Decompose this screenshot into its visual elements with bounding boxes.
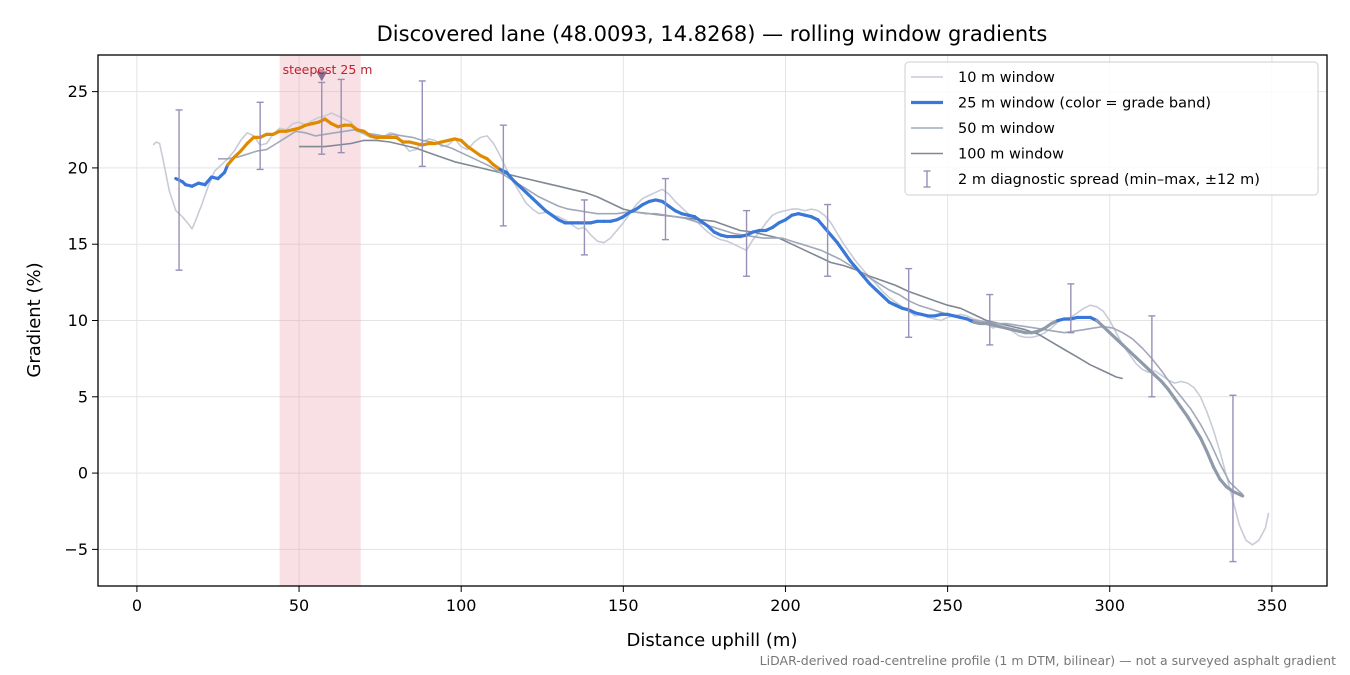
series-25m-segment xyxy=(504,170,515,182)
series-25m-segment xyxy=(1205,450,1216,469)
series-25m-segment xyxy=(848,259,859,271)
y-tick-label: 5 xyxy=(78,387,88,406)
steepest-marker xyxy=(316,71,328,82)
y-tick-label: 10 xyxy=(68,311,88,330)
series-25m-segment xyxy=(1185,415,1196,429)
series-25m-segment xyxy=(1218,477,1229,489)
steepest-label: steepest 25 m xyxy=(283,62,373,77)
series-25m-segment xyxy=(1166,387,1177,400)
legend-item-50m-label: 50 m window xyxy=(958,121,1055,137)
x-tick-label: 100 xyxy=(446,596,477,615)
series-25m-segment xyxy=(855,267,865,278)
y-tick-label: 0 xyxy=(78,464,88,483)
series-25m-segment xyxy=(835,241,846,254)
legend-item-100m-label: 100 m window xyxy=(958,147,1064,163)
series-25m-segment xyxy=(1198,436,1209,454)
x-tick-label: 50 xyxy=(289,596,309,615)
x-tick-label: 200 xyxy=(770,596,801,615)
error-bars xyxy=(175,78,1237,563)
series-25m-segment xyxy=(226,155,236,167)
y-tick-label: 15 xyxy=(68,235,88,254)
series-lines xyxy=(152,112,1270,546)
series-25m-segment xyxy=(842,250,852,263)
series-25m-segment xyxy=(1237,492,1245,498)
y-tick-label: 25 xyxy=(68,82,88,101)
series-25m-segment xyxy=(1211,465,1222,481)
y-tick-label: 20 xyxy=(68,158,88,177)
x-axis-title: Distance uphill (m) xyxy=(627,630,798,651)
series-25m-segment xyxy=(1179,405,1190,419)
series-50m-line xyxy=(218,129,1244,495)
chart-title: Discovered lane (48.0093, 14.8268) — rol… xyxy=(377,22,1048,46)
x-tick-label: 300 xyxy=(1094,596,1125,615)
series-25m-segment xyxy=(1192,425,1203,440)
x-tick-label: 0 xyxy=(132,596,142,615)
legend: 10 m window 25 m window (color = grade ba… xyxy=(904,61,1319,196)
series-25m-segment xyxy=(203,175,214,187)
y-tick-label: −5 xyxy=(64,540,88,559)
legend-item-25m-label: 25 m window (color = grade band) xyxy=(958,96,1211,112)
series-25m-segment xyxy=(816,218,826,230)
legend-item-spread-label: 2 m diagnostic spread (min–max, ±12 m) xyxy=(958,172,1260,188)
x-tick-label: 150 xyxy=(608,596,639,615)
series-25m-segment xyxy=(1160,379,1170,391)
series-25m-segment xyxy=(861,274,872,286)
series-100m-line xyxy=(299,139,1123,380)
series-25m-segment xyxy=(1172,396,1183,410)
axis-ticks: 0 50 100 150 200 250 300 350 −5 0 5 10 15 20 25 xyxy=(64,82,1287,615)
x-tick-label: 350 xyxy=(1257,596,1288,615)
legend-item-10m-label: 10 m window xyxy=(958,70,1055,86)
series-10m-line xyxy=(152,112,1270,546)
legend-box xyxy=(904,61,1319,196)
x-tick-label: 250 xyxy=(932,596,963,615)
series-25m-segment xyxy=(239,141,249,153)
series-25m-segment xyxy=(829,233,839,245)
y-axis-title: Gradient (%) xyxy=(24,262,45,377)
footnote: LiDAR-derived road-centreline profile (1… xyxy=(760,653,1336,668)
